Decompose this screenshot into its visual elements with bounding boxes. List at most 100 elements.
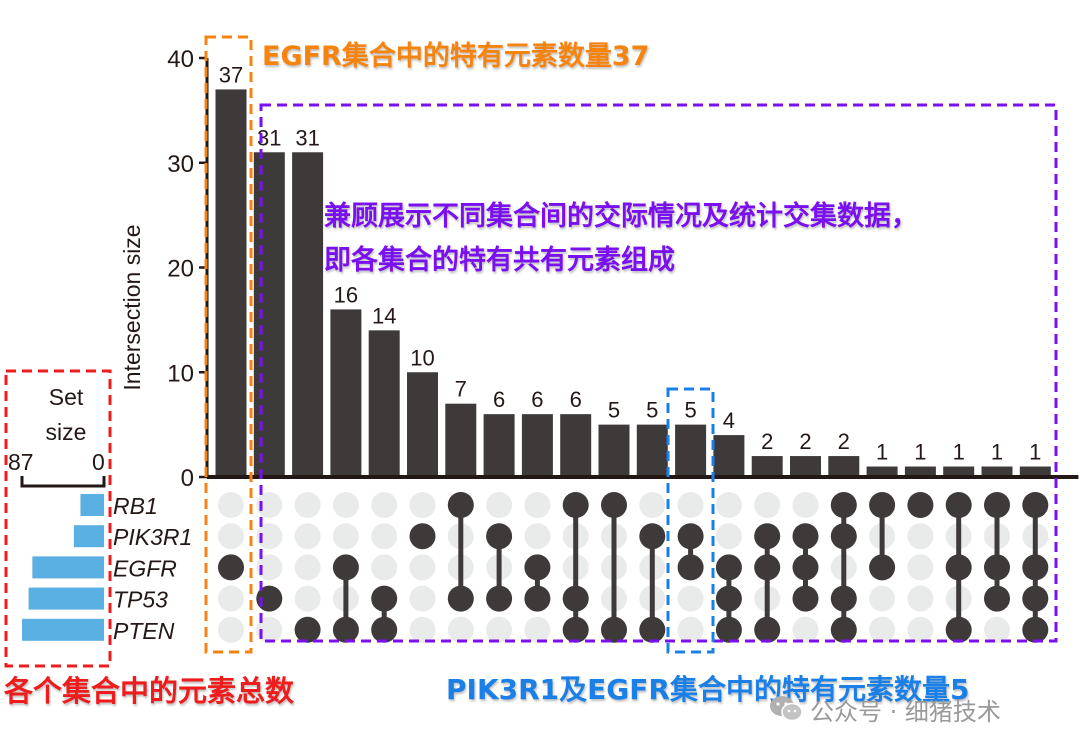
matrix-dot-active — [984, 554, 1010, 581]
matrix-dot-inactive — [486, 492, 513, 518]
matrix-dot-active — [830, 492, 857, 518]
matrix-dot-active — [677, 523, 704, 550]
bar-value-label: 31 — [295, 125, 319, 150]
intersection-bar — [521, 414, 553, 477]
matrix-dot-inactive — [218, 616, 244, 643]
matrix-dot-inactive — [869, 585, 896, 612]
matrix-dot-inactive — [869, 616, 896, 643]
set-size-bar — [28, 587, 104, 610]
set-size-bar — [80, 494, 104, 516]
intersection-bar — [215, 89, 247, 478]
set-size-axis-max: 87 — [8, 449, 34, 475]
intersection-bar — [330, 309, 362, 477]
intersection-bar — [636, 424, 668, 477]
set-size-axis-bracket — [20, 476, 106, 488]
matrix-dot-active — [371, 616, 398, 643]
matrix-dot-inactive — [907, 616, 934, 643]
matrix-dot-active — [715, 585, 742, 612]
matrix-dot-inactive — [409, 585, 436, 612]
matrix-dot-inactive — [409, 554, 436, 581]
matrix-dot-active — [1022, 585, 1049, 612]
matrix-dot-inactive — [218, 523, 244, 550]
matrix-dot-active — [907, 492, 934, 518]
bar-value-label: 6 — [531, 387, 543, 412]
y-axis-title: Intersection size — [119, 224, 145, 390]
annotation-overview-line1: 兼顾展示不同集合间的交际情况及统计交集数据， — [324, 201, 918, 232]
bar-value-label: 1 — [1029, 440, 1041, 465]
annotation-overview-line2: 即各集合的特有共有元素组成 — [324, 245, 675, 276]
y-tick-label: 40 — [167, 46, 194, 73]
watermark-text: 公众号 · 细猪技术 — [810, 697, 1001, 726]
matrix-dot-active — [256, 585, 283, 612]
matrix-dot-inactive — [371, 492, 398, 518]
intersection-bar — [483, 414, 515, 477]
matrix-dot-active — [639, 523, 666, 550]
bar-value-label: 1 — [953, 440, 965, 465]
matrix-dot-active — [830, 585, 857, 612]
matrix-dot-active — [945, 554, 972, 581]
matrix-dot-inactive — [409, 492, 436, 518]
bar-value-label: 5 — [646, 398, 658, 423]
intersection-bar — [828, 456, 860, 477]
intersection-bar — [943, 466, 975, 477]
set-size-bar — [32, 556, 105, 579]
set-size-bar — [22, 618, 104, 641]
matrix-dot-inactive — [754, 492, 781, 518]
matrix-dot-active — [562, 492, 589, 518]
matrix-dot-active — [601, 616, 627, 643]
matrix-dot-active — [447, 585, 474, 612]
matrix-dot-inactive — [218, 492, 244, 518]
intersection-bar — [866, 466, 898, 477]
matrix-dot-inactive — [715, 492, 742, 518]
matrix-dot-active — [869, 492, 896, 518]
set-label: TP53 — [113, 587, 168, 613]
bar-value-label: 2 — [761, 429, 773, 454]
intersection-bar — [560, 414, 592, 477]
matrix-dot-active — [715, 554, 742, 581]
set-size-highlight-box — [4, 369, 112, 668]
matrix-dot-inactive — [371, 523, 398, 550]
bar-value-label: 1 — [991, 440, 1003, 465]
matrix-dot-inactive — [256, 523, 283, 550]
bar-value-label: 10 — [410, 345, 434, 370]
matrix-dot-active — [1022, 492, 1049, 518]
matrix-dot-inactive — [907, 523, 934, 550]
intersections-highlight-box — [259, 103, 1058, 643]
bar-value-label: 37 — [219, 62, 243, 87]
matrix-dot-inactive — [524, 492, 551, 518]
matrix-dot-inactive — [715, 523, 742, 550]
matrix-dot-active — [486, 585, 513, 612]
matrix-dot-inactive — [524, 523, 551, 550]
set-size-title-line2: size — [46, 419, 87, 445]
intersection-bar — [445, 403, 477, 477]
set-size-bar — [73, 525, 104, 548]
matrix-dot-inactive — [256, 554, 283, 581]
matrix-dot-active — [562, 616, 589, 643]
watermark: 公众号 · 细猪技术 — [768, 692, 1001, 726]
intersection-bar — [713, 435, 745, 477]
matrix-dot-inactive — [256, 492, 283, 518]
matrix-dot-active — [524, 585, 551, 612]
y-tick-label: 20 — [167, 256, 194, 283]
matrix-dot-active — [715, 616, 742, 643]
matrix-dot-inactive — [486, 616, 513, 643]
intersection-bar — [407, 372, 438, 477]
intersection-bar — [253, 152, 285, 477]
intersection-bar — [790, 456, 821, 477]
bar-value-label: 6 — [493, 387, 505, 412]
bar-value-label: 4 — [723, 408, 735, 433]
annotation-egfr-unique: EGFR集合中的特有元素数量37 — [262, 41, 650, 72]
y-tick-label: 10 — [167, 360, 194, 387]
matrix-dot-active — [409, 523, 436, 550]
matrix-dot-active — [677, 554, 704, 581]
intersection-bar — [751, 456, 783, 477]
matrix-dot-active — [830, 523, 857, 550]
matrix-dot-inactive — [332, 492, 359, 518]
bar-value-label: 5 — [608, 398, 620, 423]
matrix-dot-active — [524, 554, 551, 581]
y-tick-label: 30 — [167, 151, 194, 178]
matrix-dot-active — [945, 492, 972, 518]
matrix-dot-inactive — [294, 523, 321, 550]
matrix-dot-active — [562, 585, 589, 612]
